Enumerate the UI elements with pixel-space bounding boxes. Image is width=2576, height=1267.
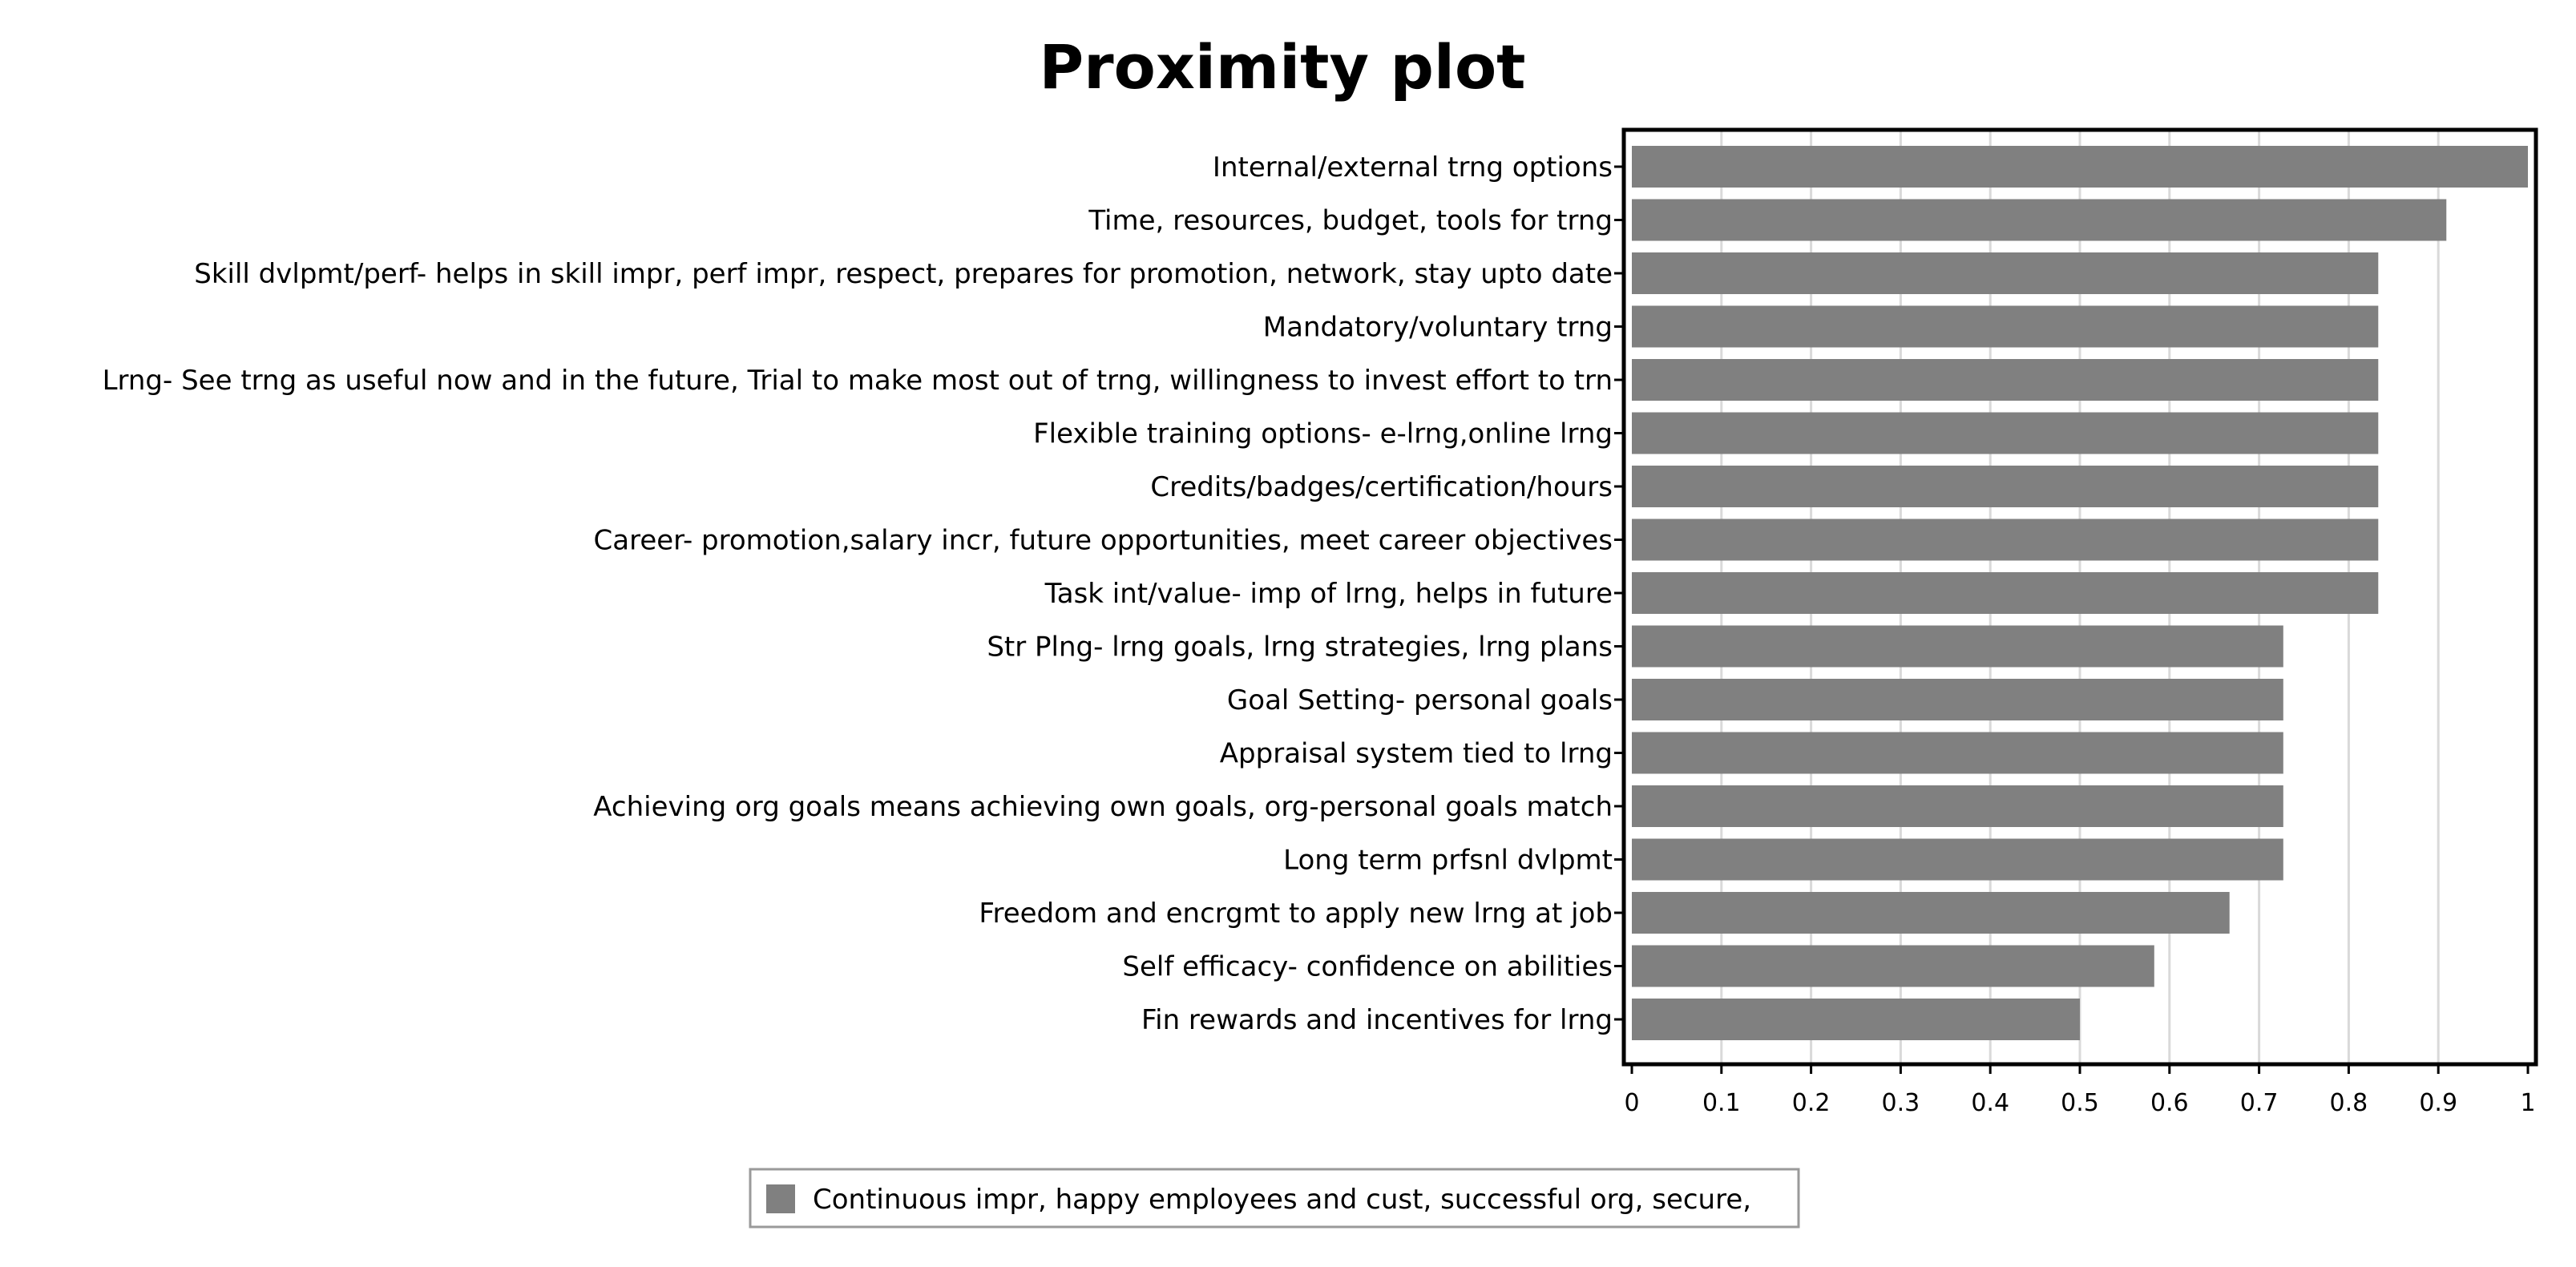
bar xyxy=(1632,679,2283,720)
bar xyxy=(1632,785,2283,827)
x-tick-label: 0.5 xyxy=(2061,1089,2099,1117)
bar xyxy=(1632,252,2379,294)
legend: Continuous impr, happy employees and cus… xyxy=(749,1168,1800,1229)
x-tick-label: 0.8 xyxy=(2330,1089,2368,1117)
x-tick-label: 0.4 xyxy=(1971,1089,2009,1117)
x-tick-label: 0 xyxy=(1624,1089,1639,1117)
bar xyxy=(1632,945,2154,987)
bar xyxy=(1632,732,2283,774)
bars xyxy=(1632,146,2528,1040)
bar xyxy=(1632,572,2379,614)
bar xyxy=(1632,999,2080,1040)
category-label: Time, resources, budget, tools for trng xyxy=(1088,205,1613,237)
chart-title: Proximity plot xyxy=(1039,31,1525,103)
bar xyxy=(1632,305,2379,348)
bar xyxy=(1632,146,2528,188)
bar xyxy=(1632,625,2283,668)
bar xyxy=(1632,519,2379,561)
x-tick-label: 0.3 xyxy=(1882,1089,1920,1117)
x-tick-label: 1 xyxy=(2520,1089,2535,1117)
category-label: Internal/external trng options xyxy=(1213,151,1613,184)
category-label: Lrng- See trng as useful now and in the … xyxy=(103,365,1613,397)
x-axis-ticks: 0 0.1 0.2 0.3 0.4 0.5 0.6 0.7 0.8 0.9 1 xyxy=(1624,1064,2536,1117)
category-label: Str Plng- lrng goals, lrng strategies, l… xyxy=(987,631,1613,664)
category-label: Career- promotion,salary incr, future op… xyxy=(594,525,1613,557)
bar xyxy=(1632,199,2447,241)
x-tick-label: 0.6 xyxy=(2150,1089,2189,1117)
x-tick-label: 0.7 xyxy=(2240,1089,2279,1117)
bar xyxy=(1632,892,2230,934)
category-label: Mandatory/voluntary trng xyxy=(1263,312,1613,344)
legend-label: Continuous impr, happy employees and cus… xyxy=(813,1184,1751,1216)
category-label: Appraisal system tied to lrng xyxy=(1220,738,1613,770)
category-label: Fin rewards and incentives for lrng xyxy=(1141,1004,1613,1036)
bar xyxy=(1632,838,2283,881)
category-labels: Internal/external trng options Time, reso… xyxy=(103,151,1624,1036)
category-label: Goal Setting- personal goals xyxy=(1227,684,1613,716)
category-label: Freedom and encrgmt to apply new lrng at… xyxy=(979,898,1613,930)
legend-box xyxy=(749,1168,1800,1229)
category-label: Self efficacy- confidence on abilities xyxy=(1122,951,1613,983)
category-label: Task int/value- imp of lrng, helps in fu… xyxy=(1044,578,1613,610)
category-label: Long term prfsnl dvlpmt xyxy=(1283,845,1613,877)
bar xyxy=(1632,412,2379,454)
category-label: Credits/badges/certification/hours xyxy=(1150,471,1613,503)
x-tick-label: 0.1 xyxy=(1702,1089,1741,1117)
x-tick-label: 0.2 xyxy=(1792,1089,1831,1117)
legend-swatch xyxy=(766,1184,795,1213)
x-tick-label: 0.9 xyxy=(2419,1089,2457,1117)
category-label: Skill dvlpmt/perf- helps in skill impr, … xyxy=(194,258,1613,290)
bar xyxy=(1632,359,2379,401)
bar xyxy=(1632,466,2379,507)
category-label: Flexible training options- e-lrng,online… xyxy=(1033,418,1613,450)
category-label: Achieving org goals means achieving own … xyxy=(593,791,1613,823)
